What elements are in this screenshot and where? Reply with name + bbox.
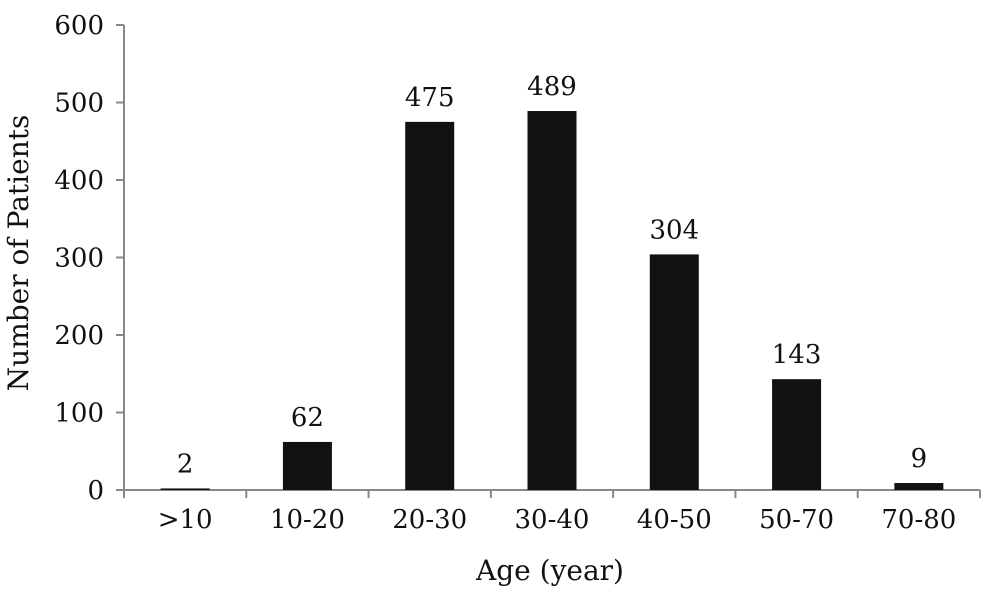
x-tick-label: 40-50 xyxy=(637,505,712,535)
bars xyxy=(160,111,944,491)
x-tick-label: >10 xyxy=(158,505,213,535)
x-tick-label: 70-80 xyxy=(881,505,956,535)
y-tick-label: 500 xyxy=(54,89,104,119)
data-label: 62 xyxy=(291,403,324,433)
x-tick-label: 50-70 xyxy=(759,505,834,535)
y-axis: 0 100 200 300 400 500 600 xyxy=(54,11,125,506)
data-label: 489 xyxy=(527,72,577,102)
x-tick-label: 10-20 xyxy=(270,505,345,535)
bar xyxy=(772,379,822,490)
bar xyxy=(405,121,455,490)
data-labels: 2 62 475 489 304 143 9 xyxy=(177,72,927,479)
data-label: 9 xyxy=(911,444,928,474)
x-tick-label: 20-30 xyxy=(392,505,467,535)
y-tick-label: 300 xyxy=(54,244,104,274)
bar xyxy=(527,111,577,491)
bar xyxy=(649,254,699,490)
bar xyxy=(894,483,944,490)
y-tick-label: 100 xyxy=(54,399,104,429)
data-label: 2 xyxy=(177,449,194,479)
y-tick-label: 600 xyxy=(54,11,104,41)
y-tick-label: 0 xyxy=(87,476,104,506)
x-axis-title: Age (year) xyxy=(475,554,624,587)
x-axis: >10 10-20 20-30 30-40 40-50 50-70 70-80 xyxy=(123,489,981,535)
data-label: 475 xyxy=(405,83,455,113)
bar xyxy=(160,488,210,490)
data-label: 143 xyxy=(772,340,822,370)
y-axis-title: Number of Patients xyxy=(2,115,35,392)
y-tick-label: 400 xyxy=(54,166,104,196)
y-tick-label: 200 xyxy=(54,321,104,351)
data-label: 304 xyxy=(649,215,699,245)
x-tick-label: 30-40 xyxy=(515,505,590,535)
bar xyxy=(282,441,332,490)
